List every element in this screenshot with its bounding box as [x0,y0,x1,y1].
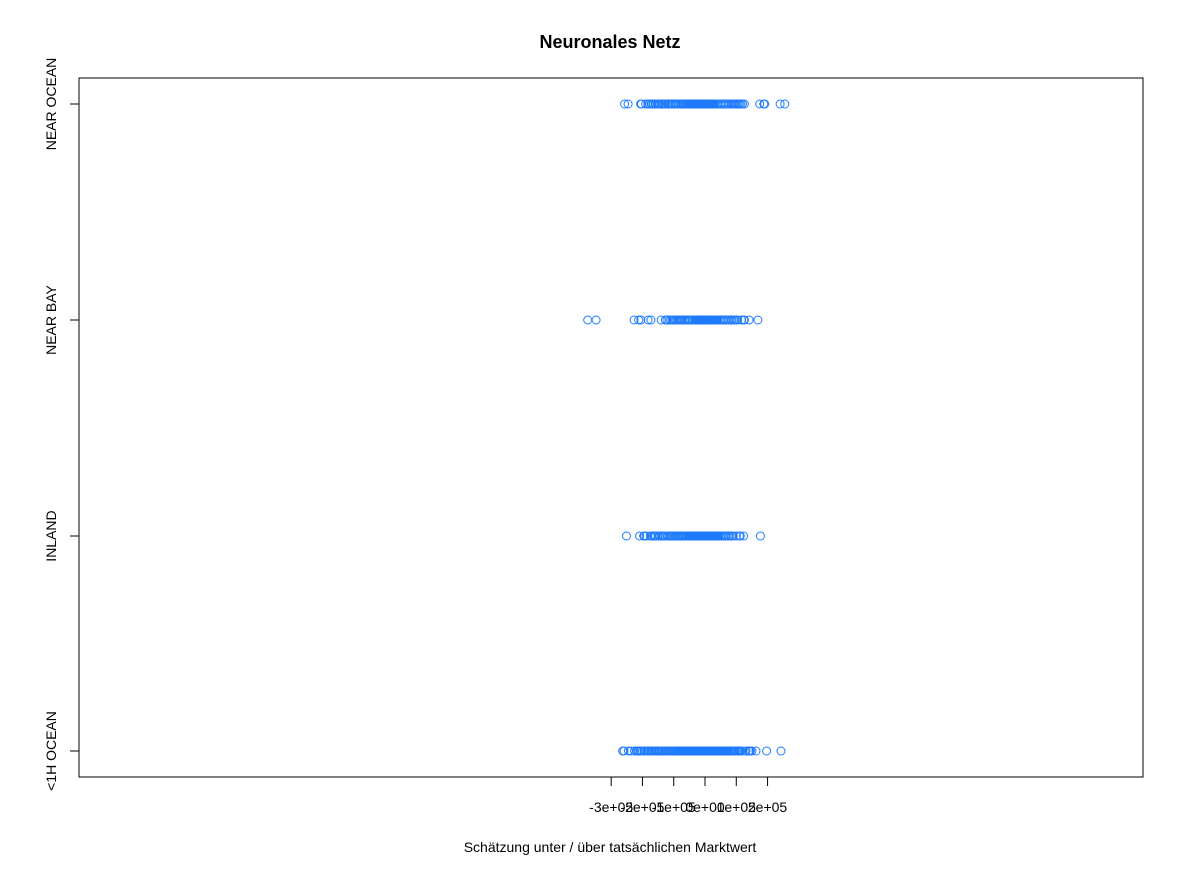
data-point [687,99,696,109]
y-tick-label: NEAR OCEAN [43,58,59,151]
data-point [731,531,741,541]
data-point [728,531,738,541]
series-near-ocean [620,99,790,109]
x-tick-label: 0e+00 [685,799,725,815]
series-1h-ocean [618,746,786,756]
x-tick-label: 2e+05 [748,799,788,815]
data-point [780,99,790,109]
y-tick-label: <1H OCEAN [43,711,59,791]
data-point [755,531,765,541]
data-point [741,746,751,756]
data-point [775,99,785,109]
data-point [747,746,757,756]
data-point [739,315,749,325]
data-point [755,99,765,109]
series-near-bay [583,315,763,325]
x-axis-label: Schätzung unter / über tatsächlichen Mar… [464,839,757,855]
series-inland [622,531,765,541]
data-point [751,746,761,756]
data-point [689,315,699,325]
y-axis: <1H OCEAN INLAND NEAR BAY NEAR OCEAN [43,58,79,791]
data-point [643,315,653,325]
data-point [620,99,630,109]
data-point [636,315,646,325]
data-point [635,531,645,541]
data-point [681,531,691,541]
x-tick-label: -3e+05 [589,799,633,815]
data-point [646,315,656,325]
data-point [776,746,786,756]
data-point [634,315,644,325]
data-point [760,99,770,109]
data-points [583,99,790,756]
y-tick-label: NEAR BAY [43,284,59,354]
data-point [762,746,772,756]
data-point [619,746,629,756]
data-point [733,315,743,325]
y-tick-label: INLAND [43,510,59,561]
data-point [739,531,748,541]
data-point [623,99,633,109]
data-point [735,531,745,541]
data-point [629,315,639,325]
data-point [622,531,631,541]
data-point [744,315,754,325]
x-tick-label: -1e+05 [652,799,696,815]
data-point [739,99,749,109]
data-point [583,315,593,325]
data-point [753,315,763,325]
x-tick-label: -2e+05 [620,799,664,815]
data-point [673,746,682,756]
x-tick-label: 1e+05 [717,799,757,815]
plot-frame [78,77,1144,778]
data-point [591,315,601,325]
chart-title: Neuronales Netz [539,32,680,52]
